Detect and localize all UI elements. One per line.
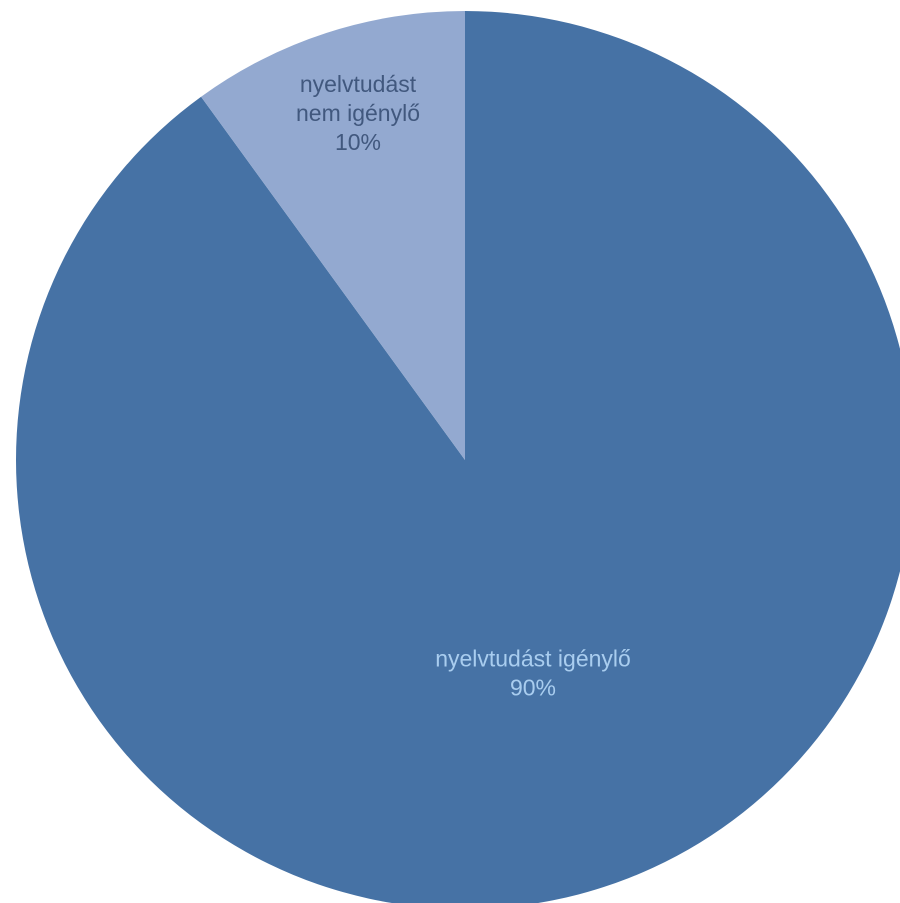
- pie-labels: nyelvtudást igénylő 90% nyelvtudást nem igé…: [296, 71, 631, 701]
- pie-slice-label-line: nyelvtudást igénylő: [435, 646, 631, 672]
- pie-slice-label-line: nem igénylő: [296, 100, 420, 126]
- pie-slice-label-line: nyelvtudást: [300, 71, 417, 97]
- pie-slice-label-1: nyelvtudást nem igénylő 10%: [296, 71, 420, 155]
- pie-slices: [15, 11, 900, 903]
- pie-slice-1: [201, 11, 466, 460]
- pie-slice-label-0: nyelvtudást igénylő 90%: [435, 646, 631, 701]
- pie-slice-label-line: 10%: [335, 129, 381, 155]
- pie-slice-0: [15, 11, 900, 903]
- pie-slice-label-line: 90%: [510, 675, 556, 701]
